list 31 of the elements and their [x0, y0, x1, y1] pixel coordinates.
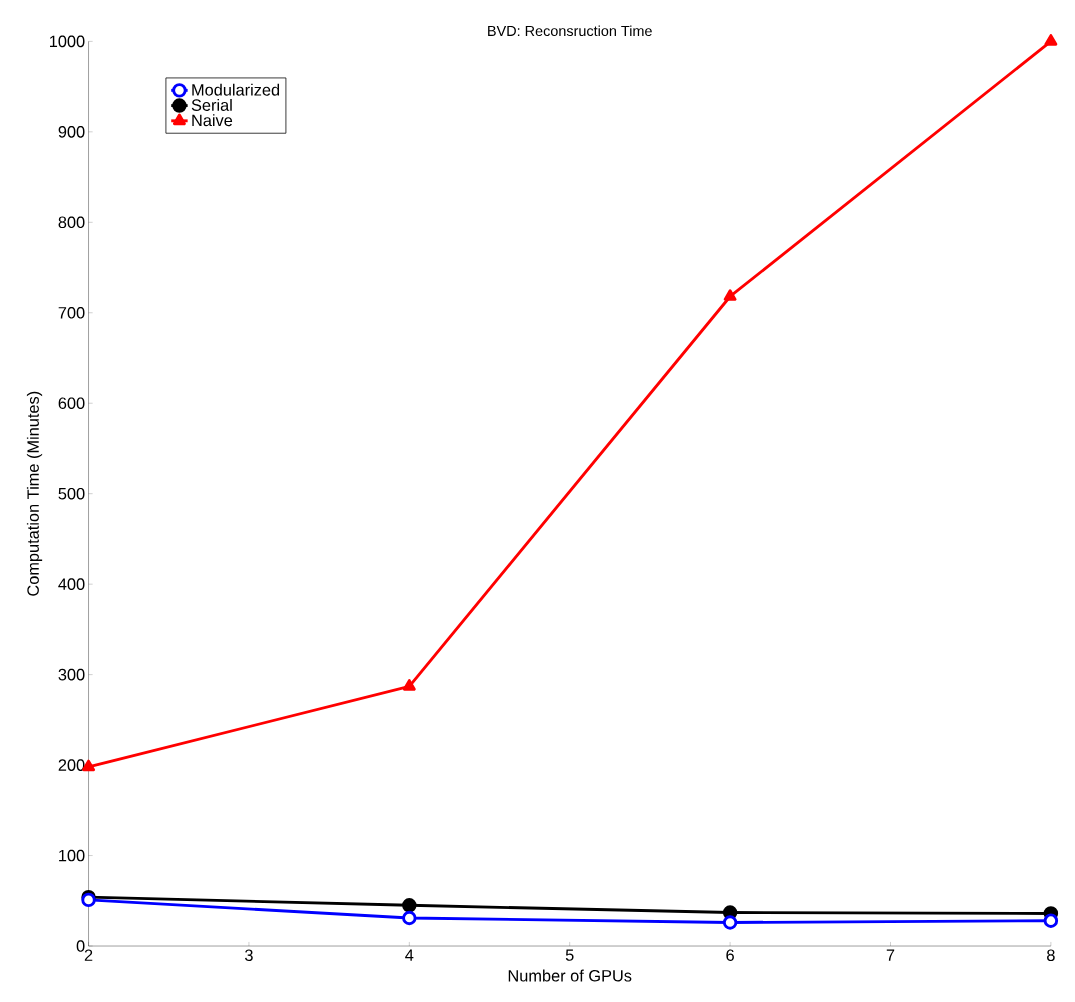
- y-tick-label: 600: [58, 397, 85, 410]
- y-tick-label: 200: [58, 759, 85, 771]
- x-tick-label: 5: [565, 949, 574, 961]
- point: [723, 289, 737, 301]
- legend-label: Modularized: [192, 83, 280, 96]
- y-tick-label: 400: [58, 578, 85, 591]
- y-tick-label: 0: [76, 940, 85, 952]
- point: [1044, 34, 1058, 46]
- chart-title: BVD: Reconsruction Time: [488, 25, 652, 37]
- y-tick-label: 700: [58, 307, 85, 319]
- x-tick-label: 2: [84, 949, 93, 961]
- x-tick-label: 7: [886, 949, 895, 961]
- point: [402, 910, 417, 926]
- point: [1043, 913, 1059, 928]
- legend-label: Serial: [191, 99, 232, 112]
- legend-label: Naive: [192, 114, 233, 127]
- y-tick-label: 1000: [50, 35, 85, 48]
- point: [402, 898, 417, 913]
- y-tick-label: 500: [58, 487, 85, 500]
- y-tick-label: 300: [58, 668, 85, 681]
- x-tick-label: 8: [1047, 949, 1055, 962]
- point: [402, 679, 416, 691]
- x-axis-title: Number of GPUs: [508, 969, 632, 982]
- y-axis-title: Computation Time (Minutes): [26, 391, 43, 596]
- y-tick-label: 800: [58, 216, 85, 229]
- x-tick-label: 4: [405, 949, 414, 961]
- x-tick-label: 6: [726, 949, 734, 962]
- y-tick-label: 100: [59, 849, 85, 862]
- point: [722, 915, 738, 930]
- x-tick-label: 3: [245, 949, 253, 962]
- y-tick-label: 900: [58, 126, 85, 138]
